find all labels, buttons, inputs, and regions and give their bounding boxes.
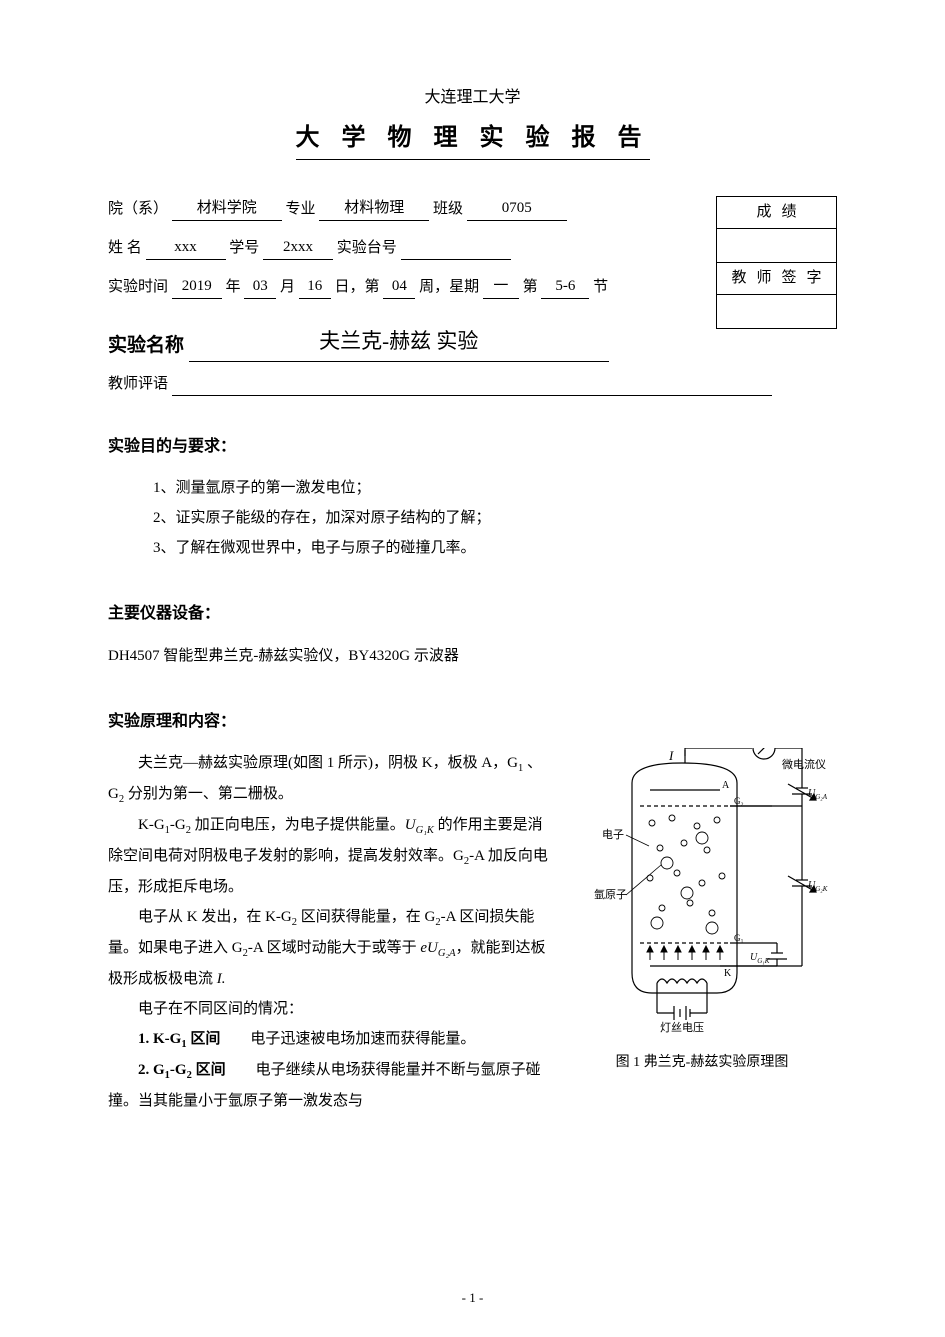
exp-name-line: 实验名称 夫兰克-赫兹 实验 xyxy=(108,325,837,362)
value-exp-name: 夫兰克-赫兹 实验 xyxy=(189,325,609,362)
equipment-text: DH4507 智能型弗兰克-赫兹实验仪，BY4320G 示波器 xyxy=(108,641,837,671)
p1c: 分别为第一、第二栅极。 xyxy=(124,786,293,802)
purpose-item-3: 3、了解在微观世界中，电子与原子的碰撞几率。 xyxy=(108,533,837,563)
i1a: 1. K-G xyxy=(138,1031,181,1047)
i1c: 电子迅速被电场加速而获得能量。 xyxy=(250,1031,475,1047)
fig-label-electron: 电子 xyxy=(602,828,624,841)
university-name: 大连理工大学 xyxy=(108,85,837,111)
figure-1: I 微电流仪 A G₂ G₁ K 电子 氩原子 UG₂A UG₂K UG₁K 灯… xyxy=(567,748,837,1074)
heading-equipment: 主要仪器设备： xyxy=(108,601,837,627)
report-title: 大 学 物 理 实 验 报 告 xyxy=(296,119,650,160)
value-department: 材料学院 xyxy=(172,196,282,221)
value-student-no: 2xxx xyxy=(263,235,333,260)
circuit-diagram-svg: I 微电流仪 A G₂ G₁ K 电子 氩原子 UG₂A UG₂K UG₁K 灯… xyxy=(572,748,832,1038)
label-period-suffix: 节 xyxy=(593,279,608,295)
grade-label: 成绩 xyxy=(717,196,837,228)
value-bench-no xyxy=(401,245,511,260)
purpose-item-2: 2、证实原子能级的存在，加深对原子结构的了解； xyxy=(108,503,837,533)
teacher-sign-value xyxy=(717,294,837,328)
heading-purpose: 实验目的与要求： xyxy=(108,434,837,460)
label-period-prefix: 第 xyxy=(523,279,538,295)
heading-principle: 实验原理和内容： xyxy=(108,709,837,735)
i2c: 区间 xyxy=(192,1062,226,1078)
fig-label-K: K xyxy=(724,968,732,979)
fig-label-filament: 灯丝电压 xyxy=(660,1021,704,1034)
value-week: 04 xyxy=(383,274,415,299)
label-exp-name: 实验名称 xyxy=(108,335,184,356)
value-day: 16 xyxy=(299,274,331,299)
fig-label-I: I xyxy=(668,748,674,763)
grade-value xyxy=(717,228,837,262)
value-teacher-comment xyxy=(172,381,772,396)
fig-label-micro: 微电流仪 xyxy=(782,757,826,771)
p2a: K-G xyxy=(138,817,165,833)
label-student-no: 学号 xyxy=(229,240,259,256)
p3d: -A 区域时动能大于或等于 xyxy=(248,940,421,956)
label-major: 专业 xyxy=(286,201,316,217)
value-year: 2019 xyxy=(172,274,222,299)
p3b: 区间获得能量，在 G xyxy=(297,909,435,925)
value-name: xxx xyxy=(146,235,226,260)
label-bench-no: 实验台号 xyxy=(337,240,397,256)
grade-box: 成绩 教师签字 xyxy=(716,196,837,329)
teacher-comment-line: 教师评语 xyxy=(108,372,837,396)
label-week: 周，星期 xyxy=(419,279,479,295)
p2c: 加正向电压，为电子提供能量。 xyxy=(191,817,405,833)
value-weekday: 一 xyxy=(483,274,519,299)
p1a: 夫兰克—赫兹实验原理(如图 1 所示)，阴极 K，板极 A，G xyxy=(138,755,518,771)
fig-label-UG1K: UG₁K xyxy=(750,952,770,965)
i2b: -G xyxy=(170,1062,187,1078)
label-department: 院（系） xyxy=(108,201,168,217)
label-name: 姓 名 xyxy=(108,240,142,256)
value-class: 0705 xyxy=(467,196,567,221)
label-month: 月 xyxy=(280,279,295,295)
fig-label-A: A xyxy=(722,780,730,791)
teacher-sign-label: 教师签字 xyxy=(717,262,837,294)
i2a: 2. G xyxy=(138,1062,165,1078)
fig-label-argon: 氩原子 xyxy=(594,887,627,901)
purpose-item-1: 1、测量氩原子的第一激发电位； xyxy=(108,473,837,503)
label-teacher-comment: 教师评语 xyxy=(108,376,168,392)
value-major: 材料物理 xyxy=(319,196,429,221)
label-year: 年 xyxy=(226,279,241,295)
p3a: 电子从 K 发出，在 K-G xyxy=(138,909,292,925)
figure-caption: 图 1 弗兰克-赫兹实验原理图 xyxy=(567,1052,837,1074)
value-month: 03 xyxy=(244,274,276,299)
fig-label-G1: G₁ xyxy=(734,933,744,943)
p2b: -G xyxy=(170,817,186,833)
label-day: 日，第 xyxy=(335,279,380,295)
label-exp-time: 实验时间 xyxy=(108,279,168,295)
page-number: - 1 - xyxy=(0,1288,945,1309)
fig-label-G2: G₂ xyxy=(734,796,744,806)
value-period: 5-6 xyxy=(541,274,589,299)
label-class: 班级 xyxy=(433,201,463,217)
formula-I: I. xyxy=(217,971,226,987)
i1b: 区间 xyxy=(187,1031,221,1047)
